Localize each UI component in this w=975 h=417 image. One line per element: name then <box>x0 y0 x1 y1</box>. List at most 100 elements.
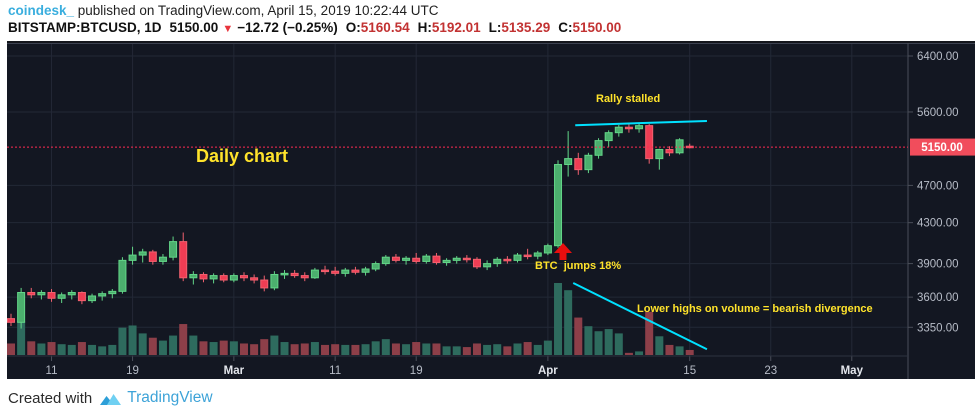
volume-bar <box>260 339 269 355</box>
candle <box>209 275 218 280</box>
chart-area[interactable]: 6400.00 5600.00 4700.00 4300.00 3900.00 3600.… <box>7 41 975 381</box>
candle <box>523 254 532 258</box>
price-change: −12.72 (−0.25%) <box>237 20 338 35</box>
volume-bar <box>564 290 573 355</box>
candle <box>371 263 380 270</box>
candle <box>108 290 117 295</box>
volume-bar <box>402 344 411 355</box>
volume-bar <box>27 341 36 355</box>
y-axis-label: 3350.00 <box>917 322 959 334</box>
volume-bar <box>452 346 461 355</box>
candle <box>229 275 238 281</box>
volume-bar <box>483 344 492 355</box>
candle <box>300 275 309 279</box>
volume-bar <box>300 343 309 355</box>
candlestick-chart[interactable]: 6400.00 5600.00 4700.00 4300.00 3900.00 3600.… <box>7 43 975 379</box>
candle <box>77 292 86 302</box>
last-price-tag <box>910 138 975 156</box>
y-axis-label: 3900.00 <box>917 259 959 271</box>
volume-bar <box>604 329 613 355</box>
candle <box>158 256 167 262</box>
candle <box>533 252 542 257</box>
symbol-title: BITSTAMP:BTCUSD, 1D <box>8 20 162 35</box>
candle <box>432 255 441 264</box>
volume-bar <box>57 344 66 355</box>
volume-bar <box>574 317 583 355</box>
candle <box>513 254 522 261</box>
candle <box>412 257 421 262</box>
candle <box>88 295 97 302</box>
volume-bar <box>472 343 481 355</box>
candle <box>655 149 664 160</box>
candle <box>47 292 56 299</box>
x-axis-label: 23 <box>764 365 777 377</box>
volume-bar <box>290 344 299 355</box>
volume-bar <box>533 344 542 355</box>
volume-bar <box>635 351 644 355</box>
y-axis-label: 6400.00 <box>917 51 959 63</box>
tradingview-logo-icon[interactable] <box>99 390 122 407</box>
volume-bar <box>321 344 330 355</box>
open-value: O:5160.54 <box>345 20 410 35</box>
candle <box>169 241 178 258</box>
candle <box>624 126 633 130</box>
annotation-bearish-divergence: Lower highs on volume = bearish divergen… <box>637 303 873 315</box>
volume-bar <box>341 344 350 355</box>
volume-bar <box>17 321 26 355</box>
symbol-status-line: BITSTAMP:BTCUSD, 1D 5150.00 ▼ −12.72 (−0.25… <box>8 20 621 35</box>
volume-bar <box>523 342 532 355</box>
candle <box>584 154 593 171</box>
candle <box>462 257 471 261</box>
volume-bar <box>88 344 97 355</box>
volume-bar <box>118 327 127 355</box>
published-text: published on TradingView.com, April 15, … <box>74 3 439 18</box>
candle <box>250 277 259 281</box>
annotation-btc-jumps: BTC jumps 18% <box>535 260 622 272</box>
close-value: C:5150.00 <box>558 20 622 35</box>
volume-bar <box>614 333 623 355</box>
volume-bar <box>108 344 117 355</box>
y-axis-label: 4700.00 <box>917 180 959 192</box>
candle <box>27 292 36 296</box>
volume-bar <box>158 340 167 355</box>
candle <box>290 272 299 277</box>
volume-bar <box>209 342 218 355</box>
candle <box>17 292 26 323</box>
volume-bar <box>250 344 259 355</box>
volume-bar <box>442 346 451 355</box>
coindesk-byline-link[interactable]: coindesk_ <box>8 3 75 18</box>
rally-resistance-line <box>575 120 707 127</box>
volume-bar <box>624 352 633 355</box>
volume-bar <box>675 346 684 355</box>
candle <box>635 125 644 130</box>
chart-header: coindesk_ published on TradingView.com, … <box>0 0 975 41</box>
candle <box>452 257 461 261</box>
candle <box>341 269 350 274</box>
candle <box>138 251 147 256</box>
candle <box>564 158 573 166</box>
volume-divergence-line <box>572 282 708 351</box>
volume-bar <box>371 341 380 355</box>
candle <box>543 245 552 254</box>
y-axis-label: 4300.00 <box>917 218 959 230</box>
volume-bar <box>594 331 603 355</box>
volume-bar <box>98 346 107 355</box>
tradingview-brand-link[interactable]: TradingView <box>127 389 213 406</box>
volume-bar <box>665 344 674 355</box>
candle <box>594 140 603 156</box>
candle <box>503 258 512 262</box>
candle <box>483 263 492 268</box>
volume-bar <box>543 340 552 355</box>
volume-bar <box>493 344 502 355</box>
volume-bar <box>503 346 512 355</box>
candle <box>554 164 563 247</box>
volume-bar <box>432 343 441 355</box>
volume-bar <box>7 343 15 355</box>
candle <box>493 258 502 265</box>
volume-bar <box>351 344 360 355</box>
high-value: H:5192.01 <box>417 20 481 35</box>
candle <box>351 269 360 273</box>
candle <box>179 241 188 279</box>
created-with-text: Created with <box>8 389 93 407</box>
last-price-tag-label: 5150.00 <box>921 142 963 154</box>
